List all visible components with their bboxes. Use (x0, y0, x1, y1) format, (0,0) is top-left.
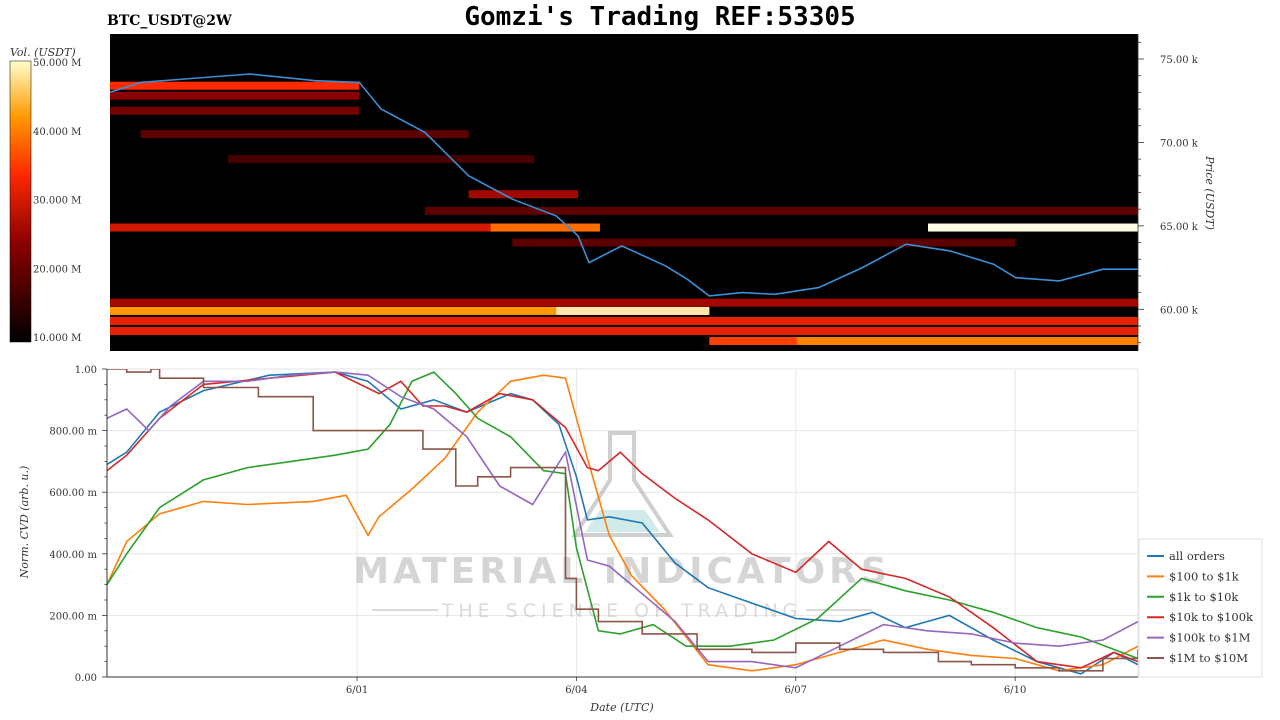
colorbar-ticks: 50.000 M 40.000 M 30.000 M 20.000 M 10.000 M (33, 58, 81, 344)
legend-label: $100k to $1M (1169, 631, 1251, 645)
cvd-axes: 1.00 800.00 m 600.00 m 400.00 m 200.00 m 0.00… (49, 365, 1138, 696)
heatmap-band (928, 223, 1138, 232)
colorbar-tick-label: 40.000 M (33, 127, 81, 138)
cvd-line-5 (107, 369, 1138, 672)
heatmap-band (110, 81, 360, 90)
cvd-line-1 (107, 374, 1138, 672)
chart-title: Gomzi's Trading REF:53305 (464, 2, 855, 32)
legend-box (1138, 538, 1263, 678)
cvd-y-axis-label: Norm. CVD (arb. u.) (18, 466, 31, 580)
watermark-title: MATERIAL INDICATORS (353, 551, 891, 592)
cvd-y-tick-label: 0.00 (75, 673, 97, 684)
price-axis: 75.00 k 70.00 k 65.00 k 60.00 k (1137, 34, 1199, 351)
colorbar-tick-label: 20.000 M (33, 264, 81, 275)
heatmap-band (110, 223, 579, 232)
cvd-x-tick-label: 6/01 (346, 685, 368, 696)
price-axis-label: Price (USDT) (1203, 155, 1216, 230)
colorbar-tick-label: 10.000 M (33, 333, 81, 344)
colorbar (9, 60, 32, 343)
price-series (110, 73, 1138, 297)
heatmap-band (110, 298, 1138, 307)
legend-label: all orders (1169, 549, 1225, 563)
symbol-label: BTC_USDT@2W (107, 13, 232, 29)
heatmap-band (140, 130, 469, 139)
cvd-y-tick-label: 200.00 m (49, 611, 97, 622)
cvd-x-tick-label: 6/10 (1004, 685, 1026, 696)
price-tick-label: 70.00 k (1160, 138, 1199, 149)
colorbar-label: Vol. (USDT) (10, 46, 76, 59)
legend-label: $100 to $1k (1169, 569, 1240, 583)
cvd-y-tick-label: 1.00 (75, 365, 97, 376)
heatmap-band (556, 306, 710, 315)
heatmap-band (228, 155, 535, 164)
heatmap-bands (110, 81, 1138, 345)
legend-label: $1M to $10M (1169, 651, 1248, 665)
legend: all orders $100 to $1k $1k to $10k $10k to … (1138, 538, 1263, 678)
heatmap-band (796, 336, 1138, 345)
cvd-series (107, 369, 1138, 675)
cvd-x-tick-label: 6/04 (565, 685, 587, 696)
watermark: MATERIAL INDICATORS THE SCIENCE OF TRADI… (353, 431, 891, 622)
price-line (110, 73, 1138, 297)
cvd-y-tick-label: 600.00 m (49, 488, 97, 499)
legend-label: $1k to $10k (1169, 590, 1239, 604)
heatmap-band (512, 238, 1016, 247)
heatmap-band (424, 206, 1138, 215)
heatmap-band (110, 316, 1138, 325)
watermark-subtitle: THE SCIENCE OF TRADING (441, 600, 803, 622)
legend-label: $10k to $100k (1169, 610, 1254, 624)
colorbar-tick-label: 30.000 M (33, 196, 81, 207)
colorbar-tick-label: 50.000 M (33, 58, 81, 69)
heatmap-band (490, 223, 600, 232)
heatmap-band (110, 106, 360, 115)
heatmap-band (110, 91, 360, 100)
cvd-x-tick-label: 6/07 (785, 685, 807, 696)
price-tick-label: 65.00 k (1160, 222, 1199, 233)
heatmap-band (110, 326, 1138, 335)
cvd-y-tick-label: 400.00 m (49, 550, 97, 561)
cvd-y-tick-label: 800.00 m (49, 427, 97, 438)
heatmap-band (468, 190, 579, 199)
price-tick-label: 60.00 k (1160, 305, 1199, 316)
cvd-line-4 (107, 371, 1138, 669)
heatmap-band (110, 306, 710, 315)
cvd-x-axis-label: Date (UTC) (589, 701, 653, 714)
price-tick-label: 75.00 k (1160, 55, 1199, 66)
